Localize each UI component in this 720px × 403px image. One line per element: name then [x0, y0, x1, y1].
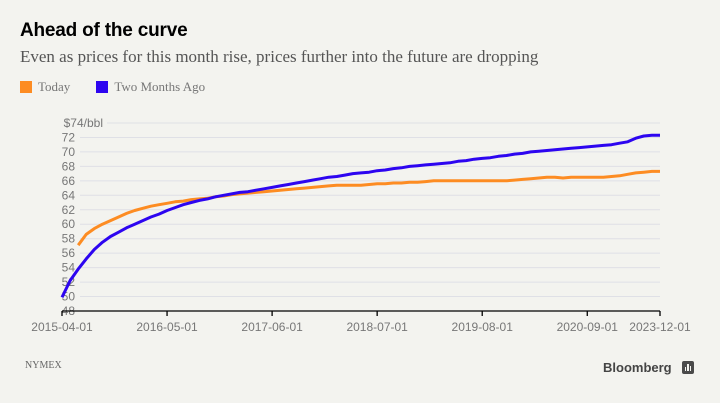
series-line-today	[76, 169, 660, 247]
legend-item-today: Today	[20, 79, 70, 95]
y-tick-label: 54	[62, 261, 76, 275]
y-tick-label: 64	[62, 188, 76, 202]
y-tick-label: 70	[62, 145, 76, 159]
legend-swatch-today	[20, 81, 32, 93]
y-tick-label: 62	[62, 203, 76, 217]
x-tick-label: 2018-07-01	[346, 320, 408, 334]
x-axis: 2015-04-01 2016-05-01 2017-06-01 2018-07-01…	[31, 310, 691, 334]
x-tick-label: 2015-04-01	[31, 320, 93, 334]
y-tick-label: 66	[62, 174, 76, 188]
bloomberg-chart-icon	[681, 361, 694, 374]
legend-label-two-months-ago: Two Months Ago	[114, 79, 206, 94]
brand-logo: Bloomberg	[603, 360, 694, 375]
legend: Today Two Months Ago	[20, 79, 231, 95]
y-tick-label: 72	[62, 130, 76, 144]
x-tick-label: 2023-12-01	[629, 320, 691, 334]
series-lines	[60, 133, 660, 298]
series-line-two-months-ago	[60, 133, 660, 298]
x-tick-label: 2017-06-01	[241, 320, 303, 334]
y-tick-label: 68	[62, 159, 76, 173]
source-note: NYMEX	[25, 360, 62, 371]
gridlines	[80, 122, 660, 298]
x-tick-label: 2016-05-01	[136, 320, 198, 334]
y-tick-label: 60	[62, 217, 76, 231]
chart-subtitle: Even as prices for this month rise, pric…	[20, 47, 539, 66]
legend-item-two-months-ago: Two Months Ago	[96, 79, 205, 95]
chart-title: Ahead of the curve	[20, 20, 188, 41]
x-tick-label: 2020-09-01	[557, 320, 619, 334]
y-tick-label: 56	[62, 246, 76, 260]
legend-label-today: Today	[38, 79, 71, 94]
y-tick-label: 58	[62, 232, 76, 246]
brand-name: Bloomberg	[603, 360, 672, 375]
legend-swatch-two-months-ago	[96, 81, 109, 93]
x-tick-label: 2019-08-01	[452, 320, 514, 334]
y-tick-label: $74/bbl	[64, 116, 103, 130]
